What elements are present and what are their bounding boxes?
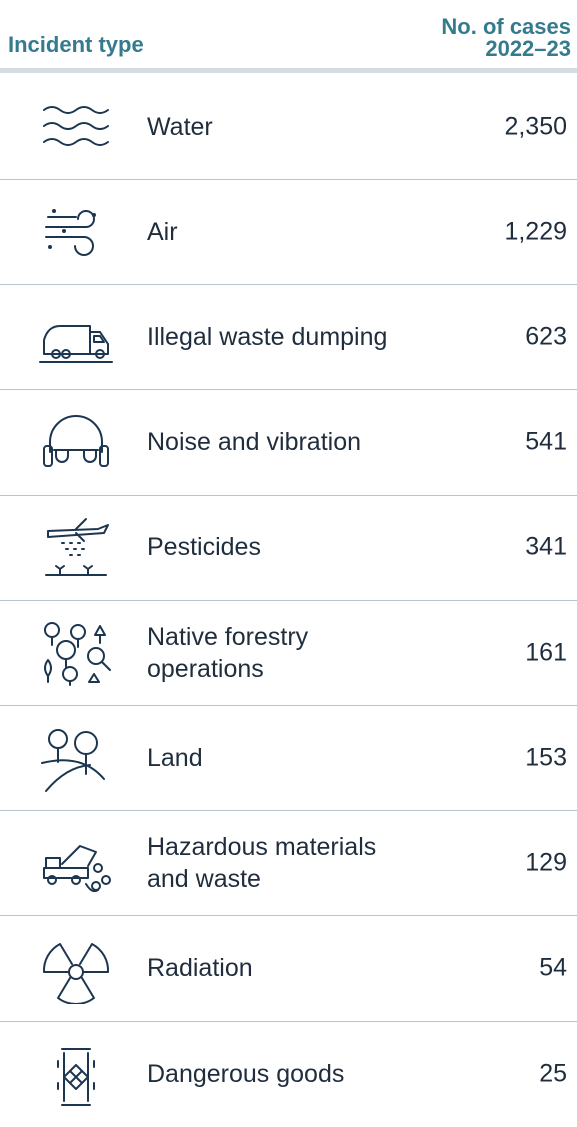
table-row: Air 1,229 — [0, 179, 577, 286]
count-header: No. of cases 2022–23 — [441, 16, 571, 60]
case-count: 541 — [525, 427, 567, 456]
case-count: 129 — [525, 848, 567, 877]
incident-type: Land — [147, 743, 203, 772]
row-icon — [36, 1039, 116, 1109]
icon-graphic — [42, 942, 110, 1005]
icon-graphic — [45, 517, 109, 576]
table-header: Incident type No. of cases 2022–23 — [0, 0, 577, 73]
icon-graphic — [45, 209, 96, 257]
incident-type: Noise and vibration — [147, 428, 362, 457]
case-count: 25 — [539, 1059, 567, 1088]
icon-graphic — [43, 106, 109, 146]
incident-type: Hazardous materials and waste — [147, 832, 377, 893]
row-icon — [36, 302, 116, 372]
case-count: 153 — [525, 743, 567, 772]
incident-type: Dangerous goods — [147, 1059, 345, 1088]
table-row: Dangerous goods 25 — [0, 1021, 577, 1127]
incident-type: Radiation — [147, 954, 253, 983]
case-count: 1,229 — [504, 217, 567, 246]
case-count: 341 — [525, 532, 567, 561]
count-header-line: No. of cases — [441, 14, 571, 39]
table-row: Native forestry operations 161 — [0, 600, 577, 706]
incident-type: Air — [147, 217, 178, 246]
icon-graphic — [43, 845, 111, 893]
row-icon — [36, 408, 116, 478]
row-icon — [36, 513, 116, 583]
table-row: Illegal waste dumping 623 — [0, 284, 577, 391]
incident-type: Native forestry operations — [147, 622, 309, 683]
icon-graphic — [39, 325, 113, 364]
row-icon — [36, 828, 116, 898]
case-count: 2,350 — [504, 112, 567, 140]
table-row: Noise and vibration 541 — [0, 390, 577, 496]
incident-type: Water — [147, 112, 213, 141]
row-icon — [36, 197, 116, 267]
incident-type: Illegal waste dumping — [147, 322, 388, 351]
table-row: Hazardous materials and waste 129 — [0, 810, 577, 917]
type-header: Incident type — [8, 32, 144, 57]
case-count: 161 — [525, 638, 567, 666]
table-row: Land 153 — [0, 705, 577, 812]
count-header-line: 2022–23 — [485, 36, 571, 61]
row-icon — [36, 92, 116, 162]
table-row: Water 2,350 — [0, 74, 577, 180]
icon-graphic — [43, 414, 109, 467]
table-row: Pesticides 341 — [0, 495, 577, 601]
icon-graphic — [41, 729, 105, 793]
row-icon — [36, 618, 116, 688]
table-row: Radiation 54 — [0, 916, 577, 1022]
incident-type: Pesticides — [147, 533, 261, 562]
case-count: 623 — [525, 322, 567, 351]
row-icon — [36, 934, 116, 1005]
case-count: 54 — [539, 953, 567, 982]
row-icon — [36, 723, 116, 793]
icon-graphic — [57, 1047, 95, 1106]
icon-graphic — [44, 622, 111, 686]
